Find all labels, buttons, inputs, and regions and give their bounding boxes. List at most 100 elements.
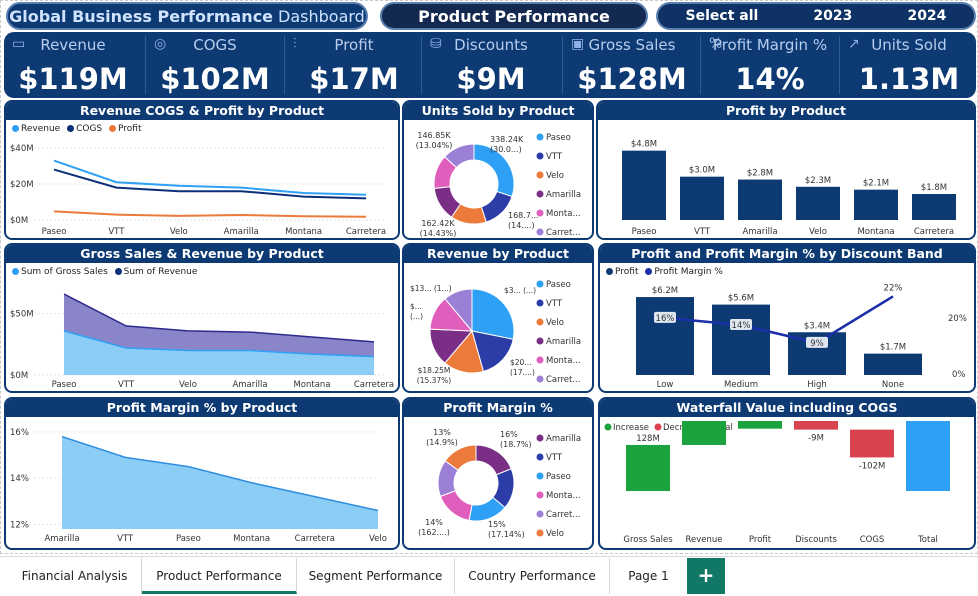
rcp-legend: Revenue COGS Profit bbox=[12, 124, 142, 134]
x-tick-label: Montana bbox=[857, 227, 894, 237]
page-tabs: Financial Analysis Product Performance S… bbox=[8, 558, 978, 594]
legend-label: Monta... bbox=[546, 209, 581, 219]
legend-label: Velo bbox=[546, 529, 564, 539]
year-slicer[interactable]: Select all 2023 2024 bbox=[656, 2, 976, 30]
trend-coins-icon: ↗ bbox=[848, 36, 860, 52]
profit-bar-chart: $4.8M Paseo $3.0M VTT $2.8M Amarilla $2.3M Velo… bbox=[622, 140, 956, 237]
x-tick-label: Amarilla bbox=[232, 380, 267, 390]
kpi-value: 1.13M bbox=[858, 62, 960, 96]
legend-label: Monta... bbox=[546, 356, 581, 366]
kpi-band bbox=[4, 32, 976, 98]
x-tick-label: Paseo bbox=[52, 380, 77, 390]
slice-3 bbox=[439, 490, 473, 521]
kpi-value: $102M bbox=[160, 62, 270, 96]
data-label: $4.8M bbox=[631, 140, 657, 150]
add-page-button[interactable]: + bbox=[687, 558, 725, 594]
panel-title: Waterfall Value including COGS bbox=[600, 399, 974, 417]
revenue-line bbox=[63, 330, 375, 358]
series-line-cogs bbox=[53, 168, 367, 200]
money-icon: ▭ bbox=[12, 36, 26, 52]
legend-gross-sales: Sum of Gross Sales bbox=[21, 267, 108, 277]
units-sold-panel: Units Sold by Product Paseo VTT Velo Amaril… bbox=[402, 100, 594, 240]
tab-country-performance[interactable]: Country Performance bbox=[455, 558, 610, 594]
kpi-card-profit: ⫶ Profit $17M bbox=[285, 32, 423, 98]
x-tick-label: Total bbox=[917, 535, 938, 545]
margin-line bbox=[664, 295, 894, 345]
kpi-label: Profit bbox=[334, 36, 374, 54]
tab-product-performance[interactable]: Product Performance bbox=[142, 558, 297, 594]
legend-label: VTT bbox=[546, 152, 563, 162]
kpi-separator bbox=[145, 36, 146, 94]
margin-label-box bbox=[806, 336, 828, 348]
margin-area bbox=[62, 436, 378, 529]
y-tick-label: $0M bbox=[10, 216, 28, 226]
x-tick-label: Velo bbox=[369, 534, 387, 544]
x-tick-label: Carretera bbox=[346, 227, 386, 237]
x-tick-label: None bbox=[882, 380, 904, 390]
page-title: Product Performance bbox=[380, 2, 648, 30]
legend-label: Velo bbox=[546, 318, 564, 328]
tab-page-1[interactable]: Page 1 bbox=[610, 558, 687, 594]
slicer-2023[interactable]: 2023 bbox=[813, 8, 853, 24]
x-tick-label: Paseo bbox=[176, 534, 201, 544]
revenue-pie-chart: Paseo VTT Velo Amarilla Monta... Carret... $3.… bbox=[410, 280, 581, 385]
kpi-label: Discounts bbox=[454, 36, 528, 54]
legend-label: Paseo bbox=[546, 133, 571, 143]
legend-label: Amarilla bbox=[546, 434, 581, 444]
legend-dot bbox=[536, 529, 544, 537]
data-label: 15% bbox=[488, 520, 506, 529]
legend-dot bbox=[536, 337, 544, 345]
data-label: $2.1M bbox=[863, 179, 889, 189]
legend-label: Amarilla bbox=[546, 190, 581, 200]
tab-financial-analysis[interactable]: Financial Analysis bbox=[8, 558, 142, 594]
series-line-profit bbox=[53, 210, 367, 218]
kpi-card-gross-sales: ▣ Gross Sales $128M bbox=[563, 32, 701, 98]
bar-montana bbox=[854, 189, 898, 220]
legend-dot bbox=[604, 423, 612, 431]
rcp-line-chart: $40M $20M $0M Paseo VTT Velo Amarilla Montana Ca… bbox=[10, 144, 386, 237]
x-tick-label: Carretera bbox=[914, 227, 954, 237]
kpi-card-profit-margin-: % Profit Margin % 14% bbox=[701, 32, 839, 98]
kpi-card-cogs: ◎ COGS $102M bbox=[146, 32, 284, 98]
legend-dot bbox=[536, 280, 544, 288]
x-tick-label: VTT bbox=[694, 227, 711, 237]
legend-dot bbox=[536, 434, 544, 442]
revenue-cogs-profit-panel: Revenue COGS & Profit by Product Revenue… bbox=[4, 100, 400, 240]
bar-amarilla bbox=[738, 179, 782, 220]
legend-dot bbox=[67, 125, 75, 132]
data-label: $3... (...) bbox=[504, 286, 536, 295]
legend-dot bbox=[109, 125, 117, 132]
slicer-select-all[interactable]: Select all bbox=[685, 8, 759, 24]
data-label: $5.6M bbox=[728, 294, 754, 304]
x-tick-label: Amarilla bbox=[224, 227, 259, 237]
x-tick-label: COGS bbox=[860, 535, 885, 545]
tab-segment-performance[interactable]: Segment Performance bbox=[297, 558, 455, 594]
kpi-separator bbox=[284, 36, 285, 94]
dashboard-title: Global Business Performance Dashboard bbox=[6, 2, 368, 30]
slicer-2024[interactable]: 2024 bbox=[907, 8, 947, 24]
bar-vtt bbox=[680, 176, 724, 220]
legend-dot bbox=[536, 228, 544, 236]
x-tick-label: VTT bbox=[108, 227, 125, 237]
data-label: $2.8M bbox=[747, 169, 773, 179]
slice-5 bbox=[444, 288, 473, 333]
bar-paseo bbox=[622, 150, 666, 220]
y2-tick-label: 0% bbox=[952, 370, 966, 380]
gross-sales-revenue-panel: Gross Sales & Revenue by Product Sum of … bbox=[4, 243, 400, 393]
data-label: $2.3M bbox=[805, 176, 831, 186]
panel-title: Revenue COGS & Profit by Product bbox=[6, 102, 398, 120]
kpi-separator bbox=[421, 36, 422, 94]
legend-label: Velo bbox=[546, 171, 564, 181]
x-tick-label: Montana bbox=[285, 227, 322, 237]
cash-icon: ▣ bbox=[571, 36, 585, 52]
y-tick-label: $50M bbox=[10, 310, 34, 320]
legend-profit: Profit bbox=[118, 124, 142, 134]
data-label: -102M bbox=[859, 461, 886, 471]
slice-0 bbox=[471, 288, 515, 340]
legend-dot bbox=[536, 510, 544, 518]
kpi-value: $119M bbox=[18, 62, 128, 96]
margin-label: 14% bbox=[732, 321, 751, 331]
x-tick-label: Montana bbox=[233, 534, 270, 544]
x-tick-label: Medium bbox=[724, 380, 758, 390]
slice-1 bbox=[471, 330, 514, 373]
